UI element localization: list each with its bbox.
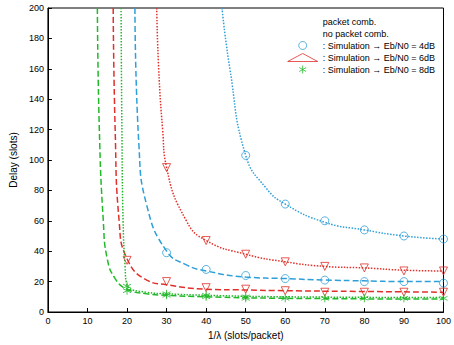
svg-text:10: 10: [82, 316, 92, 326]
svg-text:30: 30: [162, 316, 172, 326]
svg-text:: Simulation → Eb/N0 = 8dB: : Simulation → Eb/N0 = 8dB: [323, 65, 435, 75]
svg-text:100: 100: [436, 316, 451, 326]
svg-text:80: 80: [34, 185, 44, 195]
svg-text:packet comb.: packet comb.: [323, 17, 377, 27]
svg-text:90: 90: [399, 316, 409, 326]
svg-text:: Simulation → Eb/N0 = 6dB: : Simulation → Eb/N0 = 6dB: [323, 53, 435, 63]
svg-text:40: 40: [34, 246, 44, 256]
svg-text:20: 20: [122, 316, 132, 326]
svg-text:180: 180: [29, 33, 44, 43]
svg-text:Delay (slots): Delay (slots): [8, 132, 19, 188]
svg-text:70: 70: [320, 316, 330, 326]
svg-text:200: 200: [29, 3, 44, 13]
svg-text:60: 60: [280, 316, 290, 326]
svg-text:0: 0: [45, 316, 50, 326]
svg-text:50: 50: [241, 316, 251, 326]
svg-text:0: 0: [39, 307, 44, 317]
svg-text:no packet comb.: no packet comb.: [323, 29, 389, 39]
svg-text:: Simulation → Eb/N0 = 4dB: : Simulation → Eb/N0 = 4dB: [323, 41, 435, 51]
svg-text:80: 80: [359, 316, 369, 326]
svg-text:1/λ (slots/packet): 1/λ (slots/packet): [208, 330, 284, 341]
svg-text:120: 120: [29, 125, 44, 135]
svg-text:100: 100: [29, 155, 44, 165]
svg-text:140: 140: [29, 94, 44, 104]
svg-text:40: 40: [201, 316, 211, 326]
svg-text:160: 160: [29, 64, 44, 74]
svg-text:20: 20: [34, 277, 44, 287]
svg-text:60: 60: [34, 216, 44, 226]
